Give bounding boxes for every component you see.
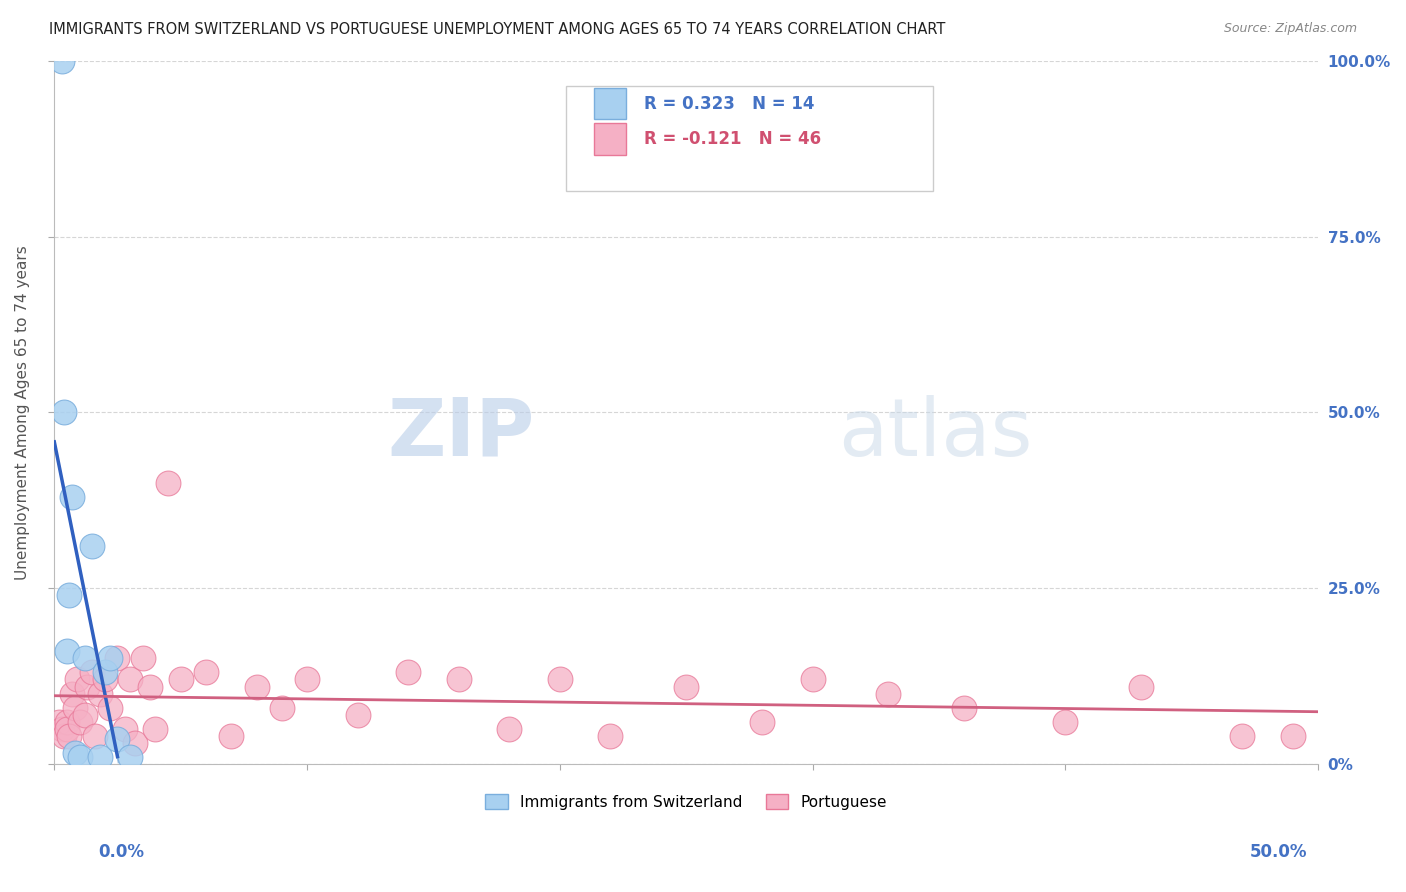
- Point: [120, 749, 142, 764]
- Point: [120, 673, 142, 687]
- Point: [56, 722, 79, 736]
- Point: [1232, 729, 1254, 743]
- Point: [107, 651, 129, 665]
- Point: [89, 687, 111, 701]
- Point: [82, 665, 104, 680]
- Point: [82, 539, 104, 553]
- Point: [139, 680, 162, 694]
- Point: [447, 673, 470, 687]
- Text: R = 0.323   N = 14: R = 0.323 N = 14: [644, 95, 815, 112]
- FancyBboxPatch shape: [593, 87, 626, 120]
- Point: [60, 687, 83, 701]
- Point: [73, 707, 96, 722]
- Point: [94, 665, 117, 680]
- Point: [346, 707, 368, 722]
- Point: [89, 749, 111, 764]
- Point: [219, 729, 242, 743]
- Point: [295, 673, 318, 687]
- Text: atlas: atlas: [838, 394, 1032, 473]
- Point: [69, 714, 91, 729]
- Point: [48, 714, 70, 729]
- Point: [76, 680, 98, 694]
- Text: R = -0.121   N = 46: R = -0.121 N = 46: [644, 129, 821, 148]
- Point: [194, 665, 217, 680]
- Point: [83, 729, 105, 743]
- Point: [51, 722, 73, 736]
- Point: [56, 714, 79, 729]
- Point: [877, 687, 900, 701]
- Point: [51, 54, 73, 69]
- Point: [1130, 680, 1153, 694]
- Point: [63, 746, 86, 760]
- Text: 50.0%: 50.0%: [1250, 843, 1308, 861]
- Text: Source: ZipAtlas.com: Source: ZipAtlas.com: [1223, 22, 1357, 36]
- Point: [63, 700, 86, 714]
- Point: [548, 673, 571, 687]
- Point: [58, 729, 80, 743]
- Point: [751, 714, 773, 729]
- Text: 0.0%: 0.0%: [98, 843, 145, 861]
- Point: [94, 673, 117, 687]
- FancyBboxPatch shape: [593, 123, 626, 154]
- Point: [98, 651, 121, 665]
- FancyBboxPatch shape: [567, 86, 932, 191]
- Point: [145, 722, 167, 736]
- Point: [498, 722, 520, 736]
- Point: [270, 700, 292, 714]
- Point: [245, 680, 267, 694]
- Text: ZIP: ZIP: [387, 394, 534, 473]
- Point: [107, 732, 129, 747]
- Y-axis label: Unemployment Among Ages 65 to 74 years: Unemployment Among Ages 65 to 74 years: [15, 245, 30, 580]
- Point: [1281, 729, 1303, 743]
- Point: [953, 700, 976, 714]
- Text: IMMIGRANTS FROM SWITZERLAND VS PORTUGUESE UNEMPLOYMENT AMONG AGES 65 TO 74 YEARS: IMMIGRANTS FROM SWITZERLAND VS PORTUGUES…: [49, 22, 946, 37]
- Point: [69, 749, 91, 764]
- Point: [73, 651, 96, 665]
- Point: [53, 405, 76, 419]
- Point: [56, 644, 79, 658]
- Point: [53, 729, 76, 743]
- Point: [114, 722, 136, 736]
- Point: [396, 665, 419, 680]
- Point: [157, 475, 180, 490]
- Point: [675, 680, 697, 694]
- Point: [170, 673, 193, 687]
- Point: [599, 729, 621, 743]
- Point: [124, 736, 146, 750]
- Legend: Immigrants from Switzerland, Portuguese: Immigrants from Switzerland, Portuguese: [479, 788, 893, 816]
- Point: [98, 700, 121, 714]
- Point: [58, 588, 80, 602]
- Point: [60, 490, 83, 504]
- Point: [1054, 714, 1077, 729]
- Point: [66, 673, 89, 687]
- Point: [801, 673, 824, 687]
- Point: [132, 651, 155, 665]
